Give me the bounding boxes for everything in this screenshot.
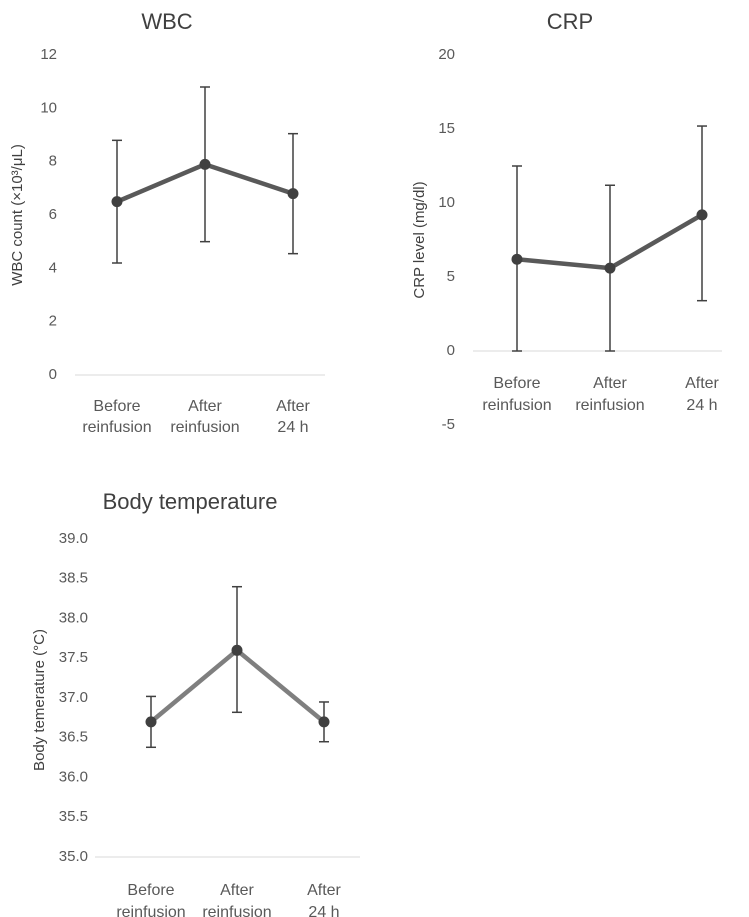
x-category-label: After [276, 398, 310, 415]
y-tick-label: 8 [49, 153, 57, 170]
y-tick-label: 37.5 [59, 649, 88, 666]
crp-chart: CRP CRP level (mg/dl) -5 0 5 10 15 20 Before rein… [411, 9, 722, 433]
x-category-label: reinfusion [116, 904, 185, 917]
chart-title: WBC [141, 9, 192, 34]
y-axis-label: Body temerature (°C) [31, 629, 48, 771]
y-tick-label: 39.0 [59, 530, 88, 547]
y-axis-label: WBC count (×10³/μL) [9, 144, 26, 286]
x-category-label: reinfusion [482, 397, 551, 414]
data-point [604, 262, 616, 274]
y-tick-label: 4 [49, 259, 57, 276]
data-point [511, 253, 523, 265]
y-tick-label: 38.0 [59, 609, 88, 626]
x-category-label: Before [93, 398, 140, 415]
y-tick-label: 0 [49, 366, 57, 383]
y-tick-label: 5 [447, 268, 455, 285]
y-tick-label: 20 [438, 46, 455, 63]
data-point [696, 209, 708, 221]
y-tick-label: 10 [438, 194, 455, 211]
y-tick-label: 12 [40, 46, 57, 63]
chart-title: Body temperature [103, 489, 278, 514]
x-category-label: After [188, 398, 222, 415]
y-tick-label: 2 [49, 313, 57, 330]
data-point [287, 188, 299, 200]
y-tick-label: 35.5 [59, 808, 88, 825]
y-tick-label: 0 [447, 342, 455, 359]
x-category-label: 24 h [308, 904, 339, 917]
y-tick-label: 35.0 [59, 848, 88, 865]
x-category-label: reinfusion [202, 904, 271, 917]
x-category-label: Before [127, 882, 174, 899]
y-tick-label: -5 [442, 416, 455, 433]
body-temperature-chart: Body temperature Body temerature (°C) 35.0… [31, 489, 360, 917]
x-category-label: After [307, 882, 341, 899]
y-axis-label: CRP level (mg/dl) [411, 181, 428, 298]
y-tick-label: 36.0 [59, 768, 88, 785]
data-point [111, 196, 123, 208]
data-point [145, 716, 157, 728]
x-category-label: 24 h [277, 419, 308, 436]
y-tick-label: 10 [40, 99, 57, 116]
x-category-label: reinfusion [575, 397, 644, 414]
y-tick-label: 6 [49, 206, 57, 223]
y-tick-label: 36.5 [59, 729, 88, 746]
y-tick-label: 37.0 [59, 689, 88, 706]
x-category-label: After [685, 375, 719, 392]
y-tick-label: 15 [438, 120, 455, 137]
y-tick-label: 38.5 [59, 570, 88, 587]
data-point [318, 716, 330, 728]
x-category-label: Before [493, 375, 540, 392]
x-category-label: reinfusion [82, 419, 151, 436]
x-category-label: 24 h [686, 397, 717, 414]
x-category-label: reinfusion [170, 419, 239, 436]
wbc-chart: WBC WBC count (×10³/μL) 0 2 4 6 8 10 12 Before rei… [9, 9, 325, 436]
chart-title: CRP [547, 9, 593, 34]
x-category-label: After [593, 375, 627, 392]
data-point [231, 644, 243, 656]
x-category-label: After [220, 882, 254, 899]
data-point [199, 158, 211, 170]
